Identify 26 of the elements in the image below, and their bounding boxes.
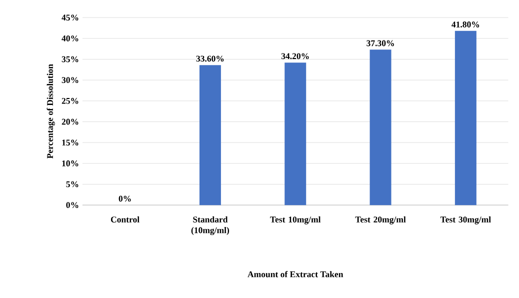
bar xyxy=(284,62,306,206)
y-tick-label: 45% xyxy=(62,14,78,21)
bar xyxy=(454,30,476,206)
y-tick-label: 20% xyxy=(62,118,78,125)
x-tick-label: Control xyxy=(110,216,140,223)
y-tick-label: 35% xyxy=(62,56,78,62)
y-axis-title: Percentage of Dissolution xyxy=(46,64,55,159)
y-tick-label: 15% xyxy=(62,140,78,146)
data-label: 33.60% xyxy=(196,56,224,62)
y-tick-label: 40% xyxy=(62,36,78,42)
data-label: 37.30% xyxy=(366,40,394,46)
x-tick-label: Standard (10mg/ml) xyxy=(191,216,230,236)
y-tick-label: 10% xyxy=(62,160,78,166)
y-tick-label: 30% xyxy=(62,77,78,84)
x-tick-label: Test 20mg/ml xyxy=(355,216,406,224)
data-label: 0% xyxy=(118,196,131,202)
y-tick-label: 0% xyxy=(66,202,78,208)
y-tick-label: 25% xyxy=(62,98,78,104)
bar xyxy=(199,65,221,206)
x-tick-label: Test 10mg/ml xyxy=(270,216,321,224)
bar xyxy=(370,50,392,206)
y-tick-label: 5% xyxy=(66,181,78,188)
data-label: 34.20% xyxy=(281,53,309,60)
x-axis-title: Amount of Extract Taken xyxy=(248,271,344,278)
data-label: 41.80% xyxy=(452,22,480,28)
x-tick-label: Test 30mg/ml xyxy=(440,216,491,224)
